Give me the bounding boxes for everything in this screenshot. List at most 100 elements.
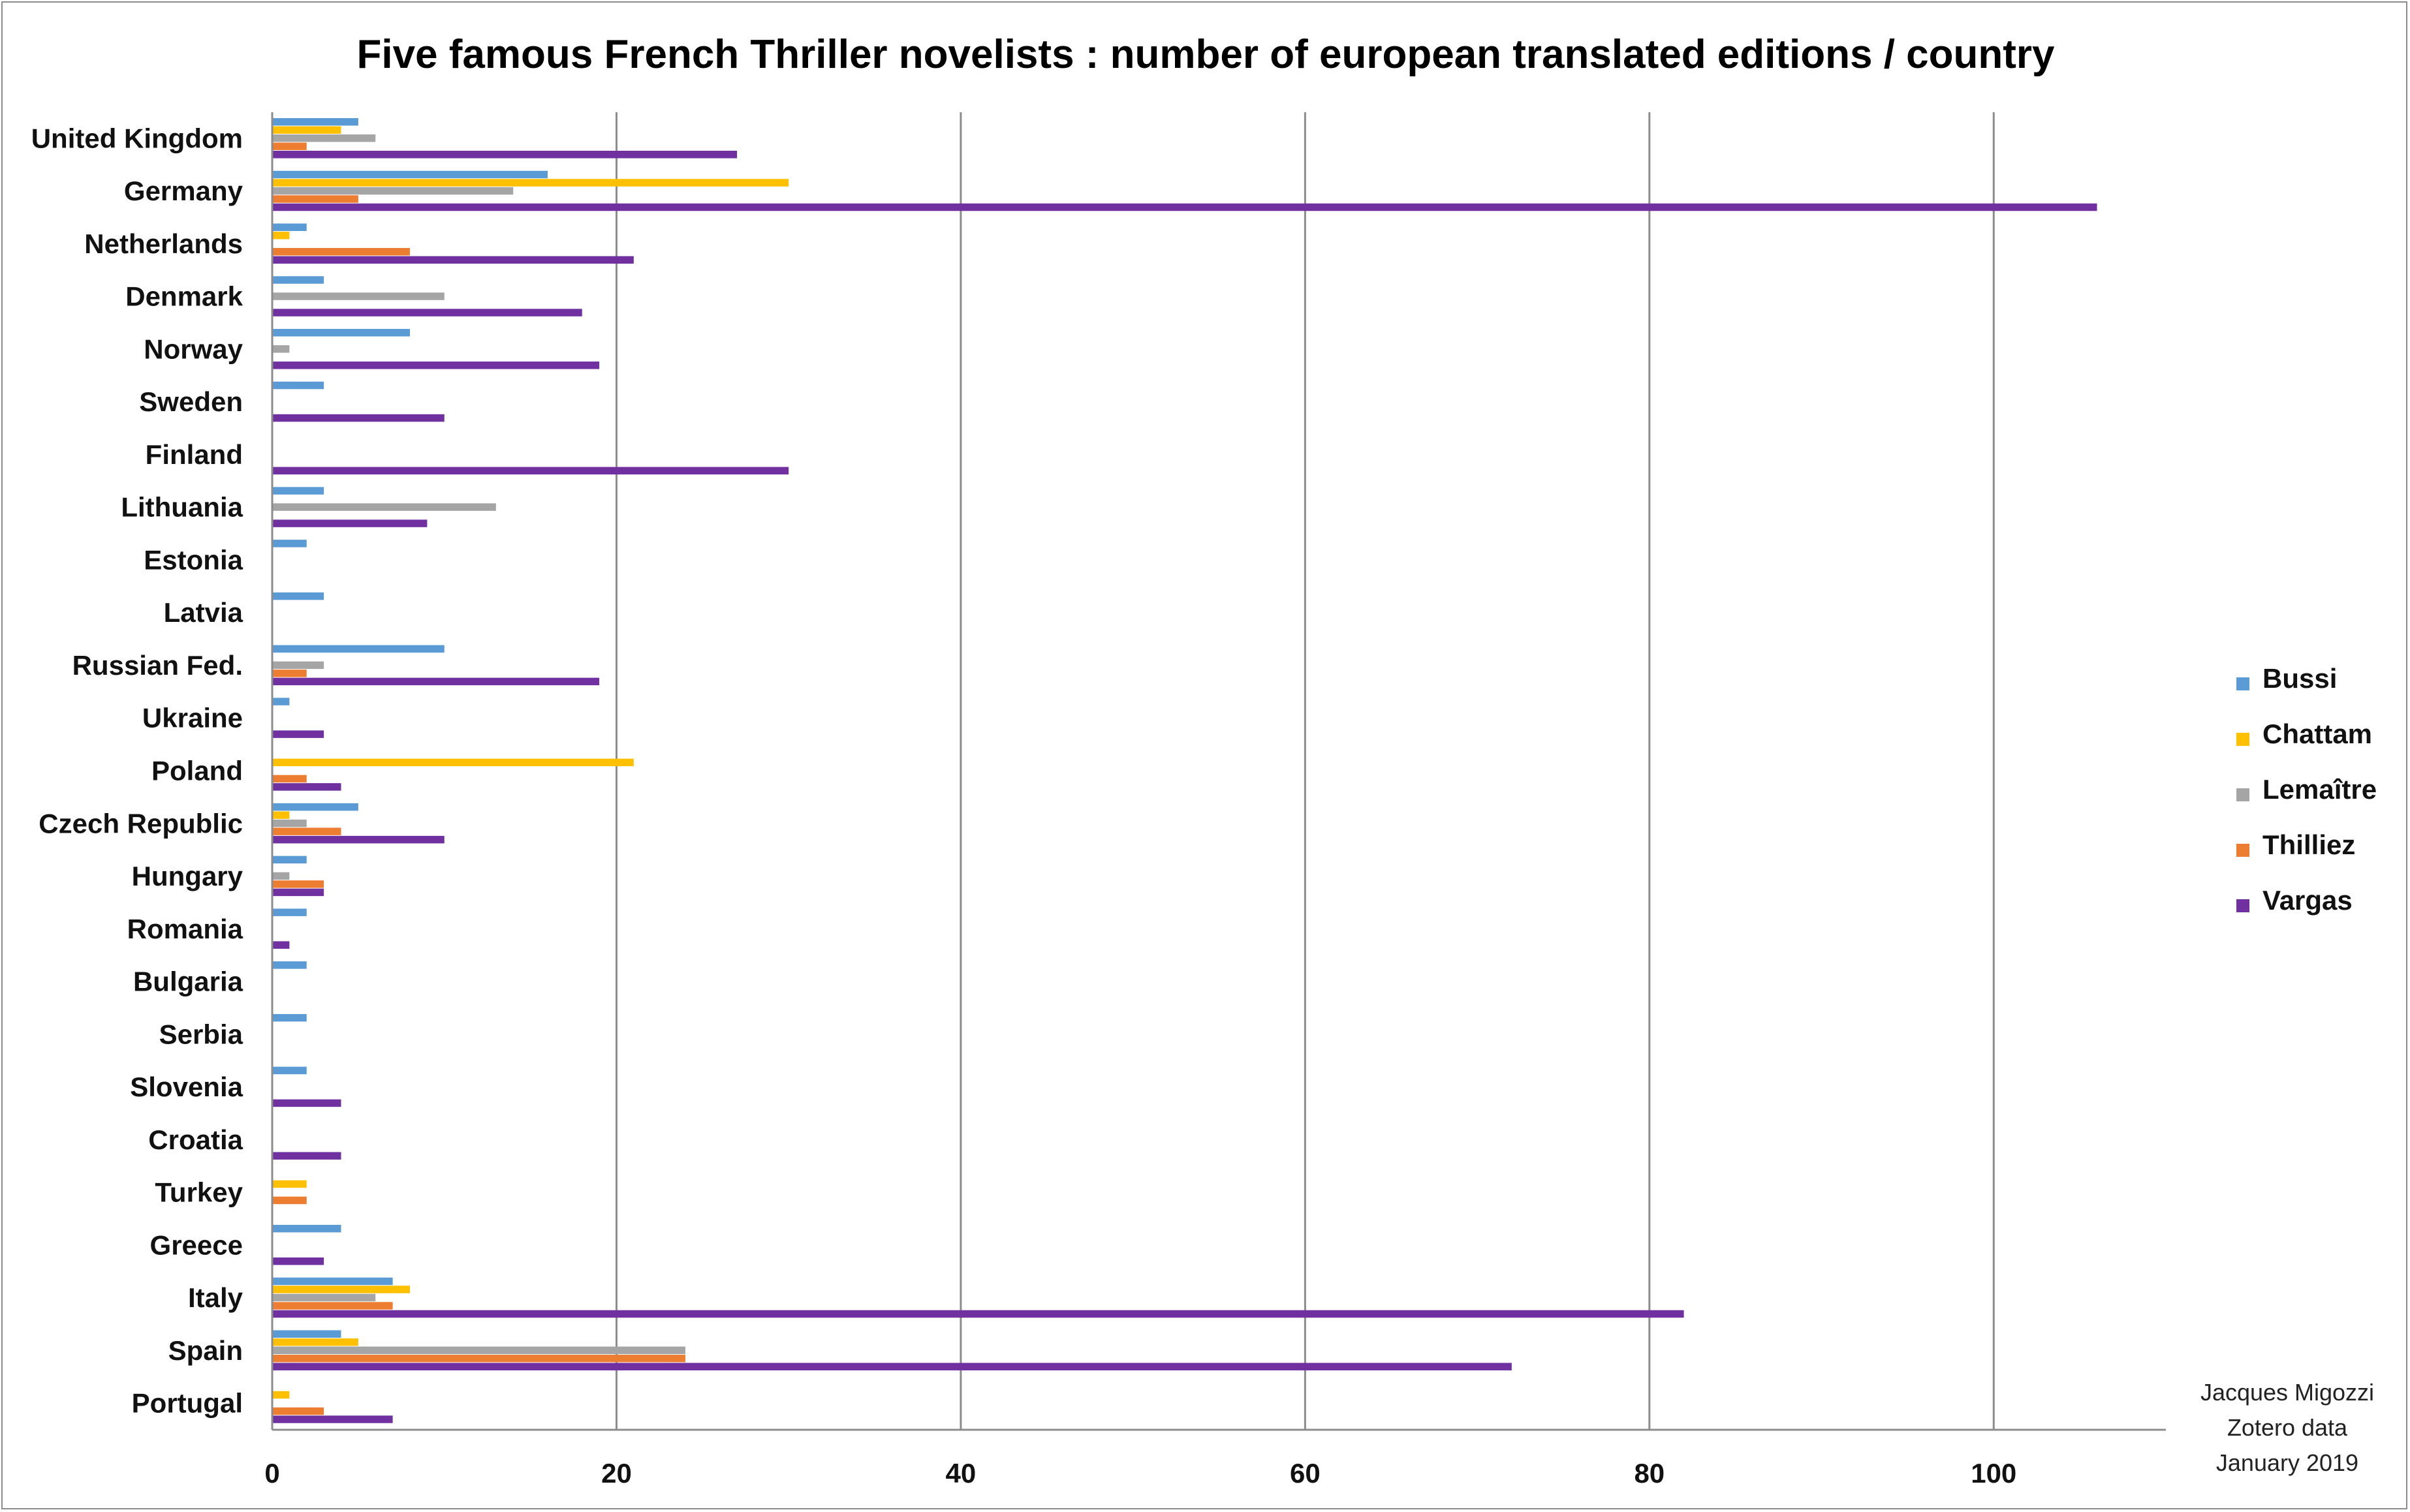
bar-vargas-greece — [272, 1257, 324, 1265]
bar-thilliez-germany — [272, 195, 358, 203]
bar-bussi-united-kingdom — [272, 118, 358, 126]
x-tick-label: 100 — [1971, 1458, 2016, 1489]
category-label: United Kingdom — [31, 123, 243, 153]
bar-bussi-estonia — [272, 540, 307, 548]
legend-label-bussi: Bussi — [2262, 663, 2337, 694]
bar-lemaître-germany — [272, 187, 514, 195]
bar-thilliez-hungary — [272, 880, 324, 888]
category-label: Latvia — [164, 597, 243, 628]
bar-thilliez-turkey — [272, 1196, 307, 1205]
bar-lemaître-lithuania — [272, 503, 496, 511]
bar-thilliez-spain — [272, 1354, 685, 1363]
category-label: Denmark — [125, 281, 243, 312]
legend-swatch-bussi — [2236, 677, 2249, 690]
category-label: Sweden — [139, 386, 243, 417]
bar-vargas-italy — [272, 1310, 1684, 1318]
chart-title: Five famous French Thriller novelists : … — [356, 32, 2055, 77]
legend: Bussi Chattam Lemaître Thilliez Vargas — [2236, 663, 2377, 916]
bar-vargas-germany — [272, 203, 2097, 211]
bar-lemaître-united-kingdom — [272, 134, 376, 142]
bar-vargas-denmark — [272, 309, 582, 316]
category-label: Ukraine — [142, 703, 243, 733]
category-label: Germany — [124, 176, 243, 206]
bar-bussi-slovenia — [272, 1066, 307, 1075]
category-label: Romania — [127, 914, 243, 944]
bar-vargas-portugal — [272, 1415, 393, 1423]
category-label: Norway — [144, 333, 243, 364]
category-label: Serbia — [159, 1019, 243, 1049]
bar-chattam-czech-republic — [272, 811, 290, 819]
bar-chattam-turkey — [272, 1180, 307, 1188]
category-label: Russian Fed. — [72, 650, 243, 681]
category-label: Spain — [168, 1335, 243, 1366]
legend-swatch-vargas — [2236, 899, 2249, 912]
bar-vargas-poland — [272, 783, 341, 791]
category-label: Poland — [151, 756, 243, 786]
x-tick-label: 20 — [601, 1458, 632, 1489]
bar-chattam-italy — [272, 1286, 410, 1293]
bar-chattam-poland — [272, 758, 634, 767]
bar-vargas-netherlands — [272, 256, 634, 264]
bar-thilliez-russian-fed- — [272, 670, 307, 677]
bar-lemaître-russian-fed- — [272, 661, 324, 670]
category-label: Turkey — [155, 1177, 243, 1208]
bar-vargas-lithuania — [272, 519, 428, 527]
bar-bussi-sweden — [272, 381, 324, 390]
category-label: Greece — [150, 1229, 243, 1260]
bar-bussi-czech-republic — [272, 803, 358, 811]
legend-swatch-thilliez — [2236, 844, 2249, 857]
credit: Jacques Migozzi Zotero data January 2019 — [2200, 1379, 2374, 1476]
gridlines — [615, 112, 1995, 1430]
axes — [271, 112, 2166, 1431]
bar-chattam-portugal — [272, 1391, 290, 1399]
bar-lemaître-czech-republic — [272, 819, 307, 827]
bar-bussi-greece — [272, 1224, 341, 1233]
bar-thilliez-portugal — [272, 1407, 324, 1415]
credit-source: Zotero data — [2227, 1414, 2348, 1441]
category-label: Finland — [146, 439, 243, 470]
bar-vargas-spain — [272, 1363, 1512, 1370]
bar-thilliez-netherlands — [272, 248, 410, 256]
category-label: Italy — [188, 1282, 243, 1313]
bar-bussi-serbia — [272, 1013, 307, 1022]
x-tick-label: 80 — [1634, 1458, 1665, 1489]
bar-chattam-germany — [272, 179, 789, 187]
bar-vargas-slovenia — [272, 1099, 341, 1107]
x-tick-label: 40 — [946, 1458, 977, 1489]
bar-bussi-germany — [272, 170, 548, 179]
bars — [272, 118, 2097, 1423]
bar-lemaître-hungary — [272, 872, 290, 880]
category-labels: United Kingdom Germany Netherlands Denmark N… — [31, 123, 243, 1418]
category-label: Netherlands — [84, 228, 243, 259]
bar-bussi-bulgaria — [272, 961, 307, 969]
bar-chattam-netherlands — [272, 232, 290, 239]
category-label: Bulgaria — [133, 966, 243, 997]
credit-date: January 2019 — [2216, 1449, 2358, 1476]
category-label: Lithuania — [121, 492, 243, 523]
bar-vargas-ukraine — [272, 730, 324, 738]
bar-vargas-norway — [272, 362, 600, 369]
category-label: Slovenia — [130, 1072, 243, 1102]
bar-vargas-finland — [272, 467, 789, 475]
bar-bussi-lithuania — [272, 487, 324, 495]
category-label: Croatia — [148, 1124, 243, 1155]
bar-thilliez-united-kingdom — [272, 142, 307, 150]
bar-lemaître-spain — [272, 1346, 685, 1354]
bar-vargas-russian-fed- — [272, 677, 600, 686]
bar-lemaître-italy — [272, 1293, 376, 1302]
category-label: Hungary — [132, 861, 243, 891]
bar-bussi-norway — [272, 329, 410, 337]
category-label: Estonia — [144, 544, 243, 575]
bar-bussi-ukraine — [272, 698, 290, 705]
bar-thilliez-poland — [272, 775, 307, 783]
bar-chart: Five famous French Thriller novelists : … — [31, 32, 2377, 1489]
legend-label-chattam: Chattam — [2262, 718, 2372, 749]
category-label: Czech Republic — [39, 808, 243, 839]
bar-bussi-hungary — [272, 856, 307, 864]
bar-vargas-czech-republic — [272, 835, 445, 844]
bar-thilliez-czech-republic — [272, 827, 341, 835]
bar-vargas-hungary — [272, 888, 324, 897]
bar-chattam-spain — [272, 1338, 358, 1346]
bar-lemaître-norway — [272, 345, 290, 353]
